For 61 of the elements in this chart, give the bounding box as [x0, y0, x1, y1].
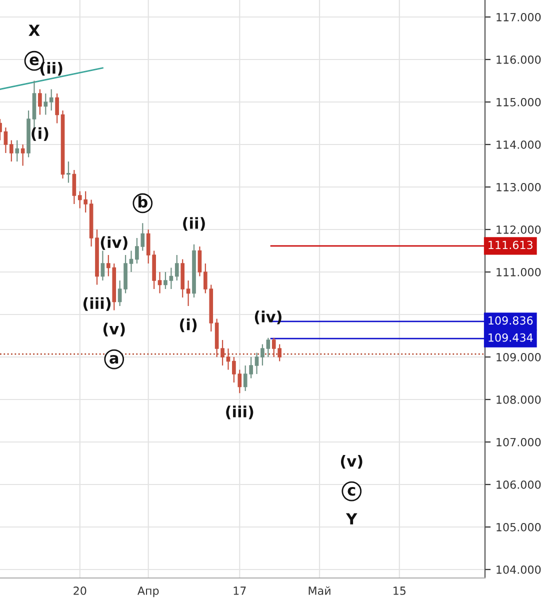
y-tick-label: 112.000 — [496, 225, 541, 234]
ref-line-label: 109.434 — [488, 333, 533, 342]
annotation: (iv) — [254, 310, 282, 324]
candlestick — [158, 271, 162, 294]
annotation: (ii) — [40, 62, 62, 76]
y-tick-label: 117.000 — [496, 12, 541, 22]
candlestick — [49, 88, 54, 112]
candlestick — [100, 250, 105, 282]
x-tick-label: 20 — [74, 586, 86, 595]
ref-line-label: 111.613 — [488, 240, 532, 250]
candlestick — [55, 92, 59, 124]
y-tick-label: 107.000 — [496, 438, 541, 446]
candlestick — [164, 271, 168, 290]
candlestick — [169, 267, 174, 290]
y-tick-label: 114.000 — [496, 140, 541, 149]
annotation: (iii) — [83, 297, 111, 311]
candlestick — [226, 348, 230, 370]
candlestick — [260, 344, 264, 366]
y-tick-label: 108.000 — [496, 395, 541, 404]
annotation: c — [348, 486, 356, 496]
y-tick-label: 109.000 — [496, 352, 541, 362]
candlestick — [20, 144, 25, 166]
candlestick — [44, 92, 48, 116]
annotation: X — [28, 24, 40, 36]
y-tick-label: 106.000 — [496, 480, 541, 489]
y-tick-label: 116.000 — [496, 55, 541, 64]
annotation: (iii) — [226, 406, 254, 420]
annotation: (i) — [180, 318, 197, 332]
x-tick-label: Май — [308, 586, 330, 595]
candlestick — [266, 337, 270, 358]
annotation: a — [110, 354, 118, 364]
y-tick-label: 113.000 — [496, 182, 541, 192]
candlestick — [72, 169, 76, 205]
annotation: (v) — [103, 322, 125, 336]
ref-line-label: 109.836 — [488, 316, 533, 325]
candlestick — [15, 140, 20, 162]
annotation: b — [138, 196, 148, 208]
annotation: Y — [346, 513, 358, 524]
candlestick — [38, 88, 42, 116]
candlestick — [4, 126, 8, 154]
y-tick-label: 115.000 — [496, 98, 541, 106]
candlestick — [118, 280, 122, 307]
annotation: (i) — [32, 127, 48, 141]
candlestick — [174, 254, 179, 282]
x-tick-label: Апр — [137, 586, 159, 598]
y-tick-label: 105.000 — [496, 522, 541, 532]
candlestick — [66, 160, 70, 184]
candlestick — [198, 246, 202, 277]
candlestick — [186, 280, 190, 307]
candlestick — [254, 352, 259, 375]
y-tick-label: 111.000 — [496, 268, 541, 276]
y-tick-label: 104.000 — [496, 565, 541, 574]
x-tick-label: 17 — [234, 586, 246, 595]
candlestick — [129, 250, 134, 273]
annotation: (iv) — [100, 236, 128, 250]
candlestick — [9, 140, 14, 162]
annotation: (ii) — [183, 217, 205, 231]
candlestick — [220, 339, 224, 366]
annotation: e — [30, 56, 39, 66]
x-tick-label: 15 — [394, 586, 406, 595]
annotation: (v) — [340, 455, 362, 469]
